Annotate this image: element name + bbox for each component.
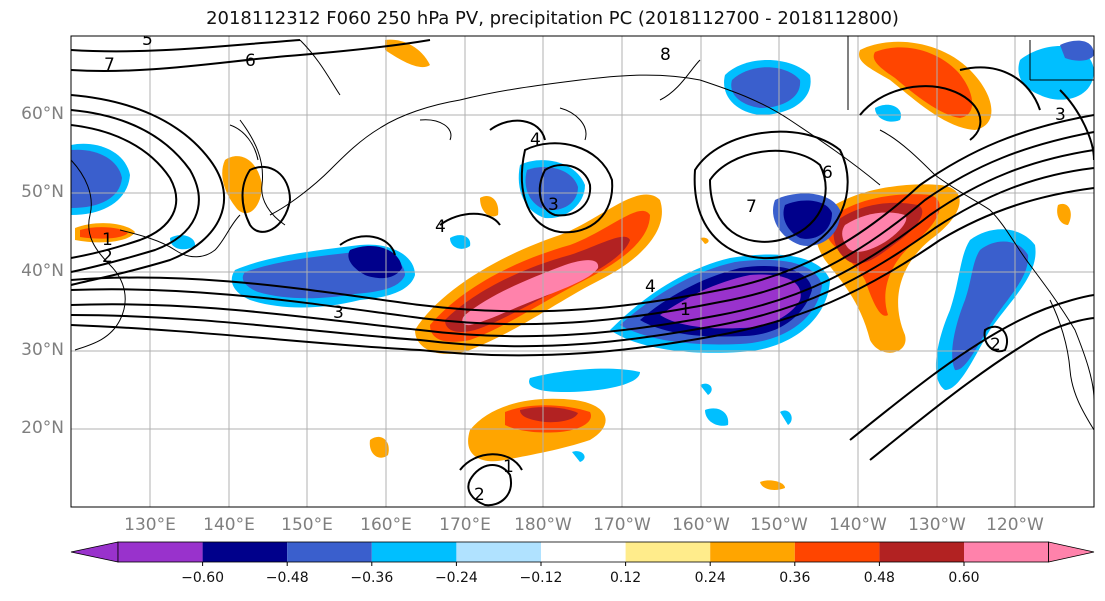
contour-label: 1 <box>680 300 691 320</box>
contour-label: 7 <box>104 55 115 75</box>
lon-label: 160°W <box>672 515 730 535</box>
contour-label: 2 <box>102 247 113 267</box>
lon-label: 150°W <box>750 515 808 535</box>
lat-label: 50°N <box>21 182 64 202</box>
colorbar-tick-label: 0.60 <box>948 570 980 586</box>
map-frame <box>70 35 1095 508</box>
colorbar-tick-label: −0.24 <box>434 570 478 586</box>
lon-label: 160°E <box>360 515 412 535</box>
lat-label: 60°N <box>21 104 64 124</box>
contour-label: 7 <box>746 197 757 217</box>
lon-label: 140°W <box>829 515 887 535</box>
contour-label: 8 <box>660 45 671 65</box>
contour-label: 6 <box>822 163 833 183</box>
colorbar-tick-label: −0.36 <box>350 570 394 586</box>
colorbar-tick-label: −0.60 <box>181 570 225 586</box>
lon-label: 140°E <box>203 515 255 535</box>
gridlines <box>71 36 1094 507</box>
lon-label: 180°W <box>514 515 572 535</box>
colorbar-tick-label: −0.48 <box>265 570 309 586</box>
contour-labels: 7 6 5 1 2 3 4 3 4 7 1 2 6 8 2 1 3 4 <box>102 30 1066 505</box>
contour-label: 3 <box>548 195 559 215</box>
lat-label: 20°N <box>21 418 64 438</box>
colorbar-tick-label: 0.24 <box>694 570 726 586</box>
contour-label: 3 <box>1055 105 1066 125</box>
contour-label: 2 <box>474 485 485 505</box>
contour-label: 6 <box>245 51 256 71</box>
chart-title: 2018112312 F060 250 hPa PV, precipitatio… <box>206 8 899 29</box>
colorbar-tick-label: 0.48 <box>863 570 895 586</box>
pv-contours <box>71 39 1094 507</box>
contour-label: 2 <box>990 335 1001 355</box>
contour-label: 4 <box>645 277 656 297</box>
lon-label: 130°E <box>124 515 176 535</box>
contour-label: 4 <box>530 130 541 150</box>
colorbar <box>70 541 1095 566</box>
contour-label: 1 <box>503 457 514 477</box>
lat-label: 40°N <box>21 261 64 281</box>
lon-label: 130°W <box>908 515 966 535</box>
contour-label: 3 <box>333 303 344 323</box>
colorbar-tick-label: −0.12 <box>519 570 563 586</box>
lon-label: 120°W <box>986 515 1044 535</box>
lon-label: 170°W <box>593 515 651 535</box>
contour-label: 4 <box>435 217 446 237</box>
contour-label: 5 <box>142 30 153 50</box>
lon-label: 150°E <box>281 515 333 535</box>
contour-label: 1 <box>102 230 113 250</box>
lat-label: 30°N <box>21 340 64 360</box>
lon-label: 170°E <box>439 515 491 535</box>
colorbar-tick-label: 0.12 <box>610 570 642 586</box>
colorbar-tick-label: 0.36 <box>779 570 811 586</box>
coastlines <box>71 36 1094 431</box>
